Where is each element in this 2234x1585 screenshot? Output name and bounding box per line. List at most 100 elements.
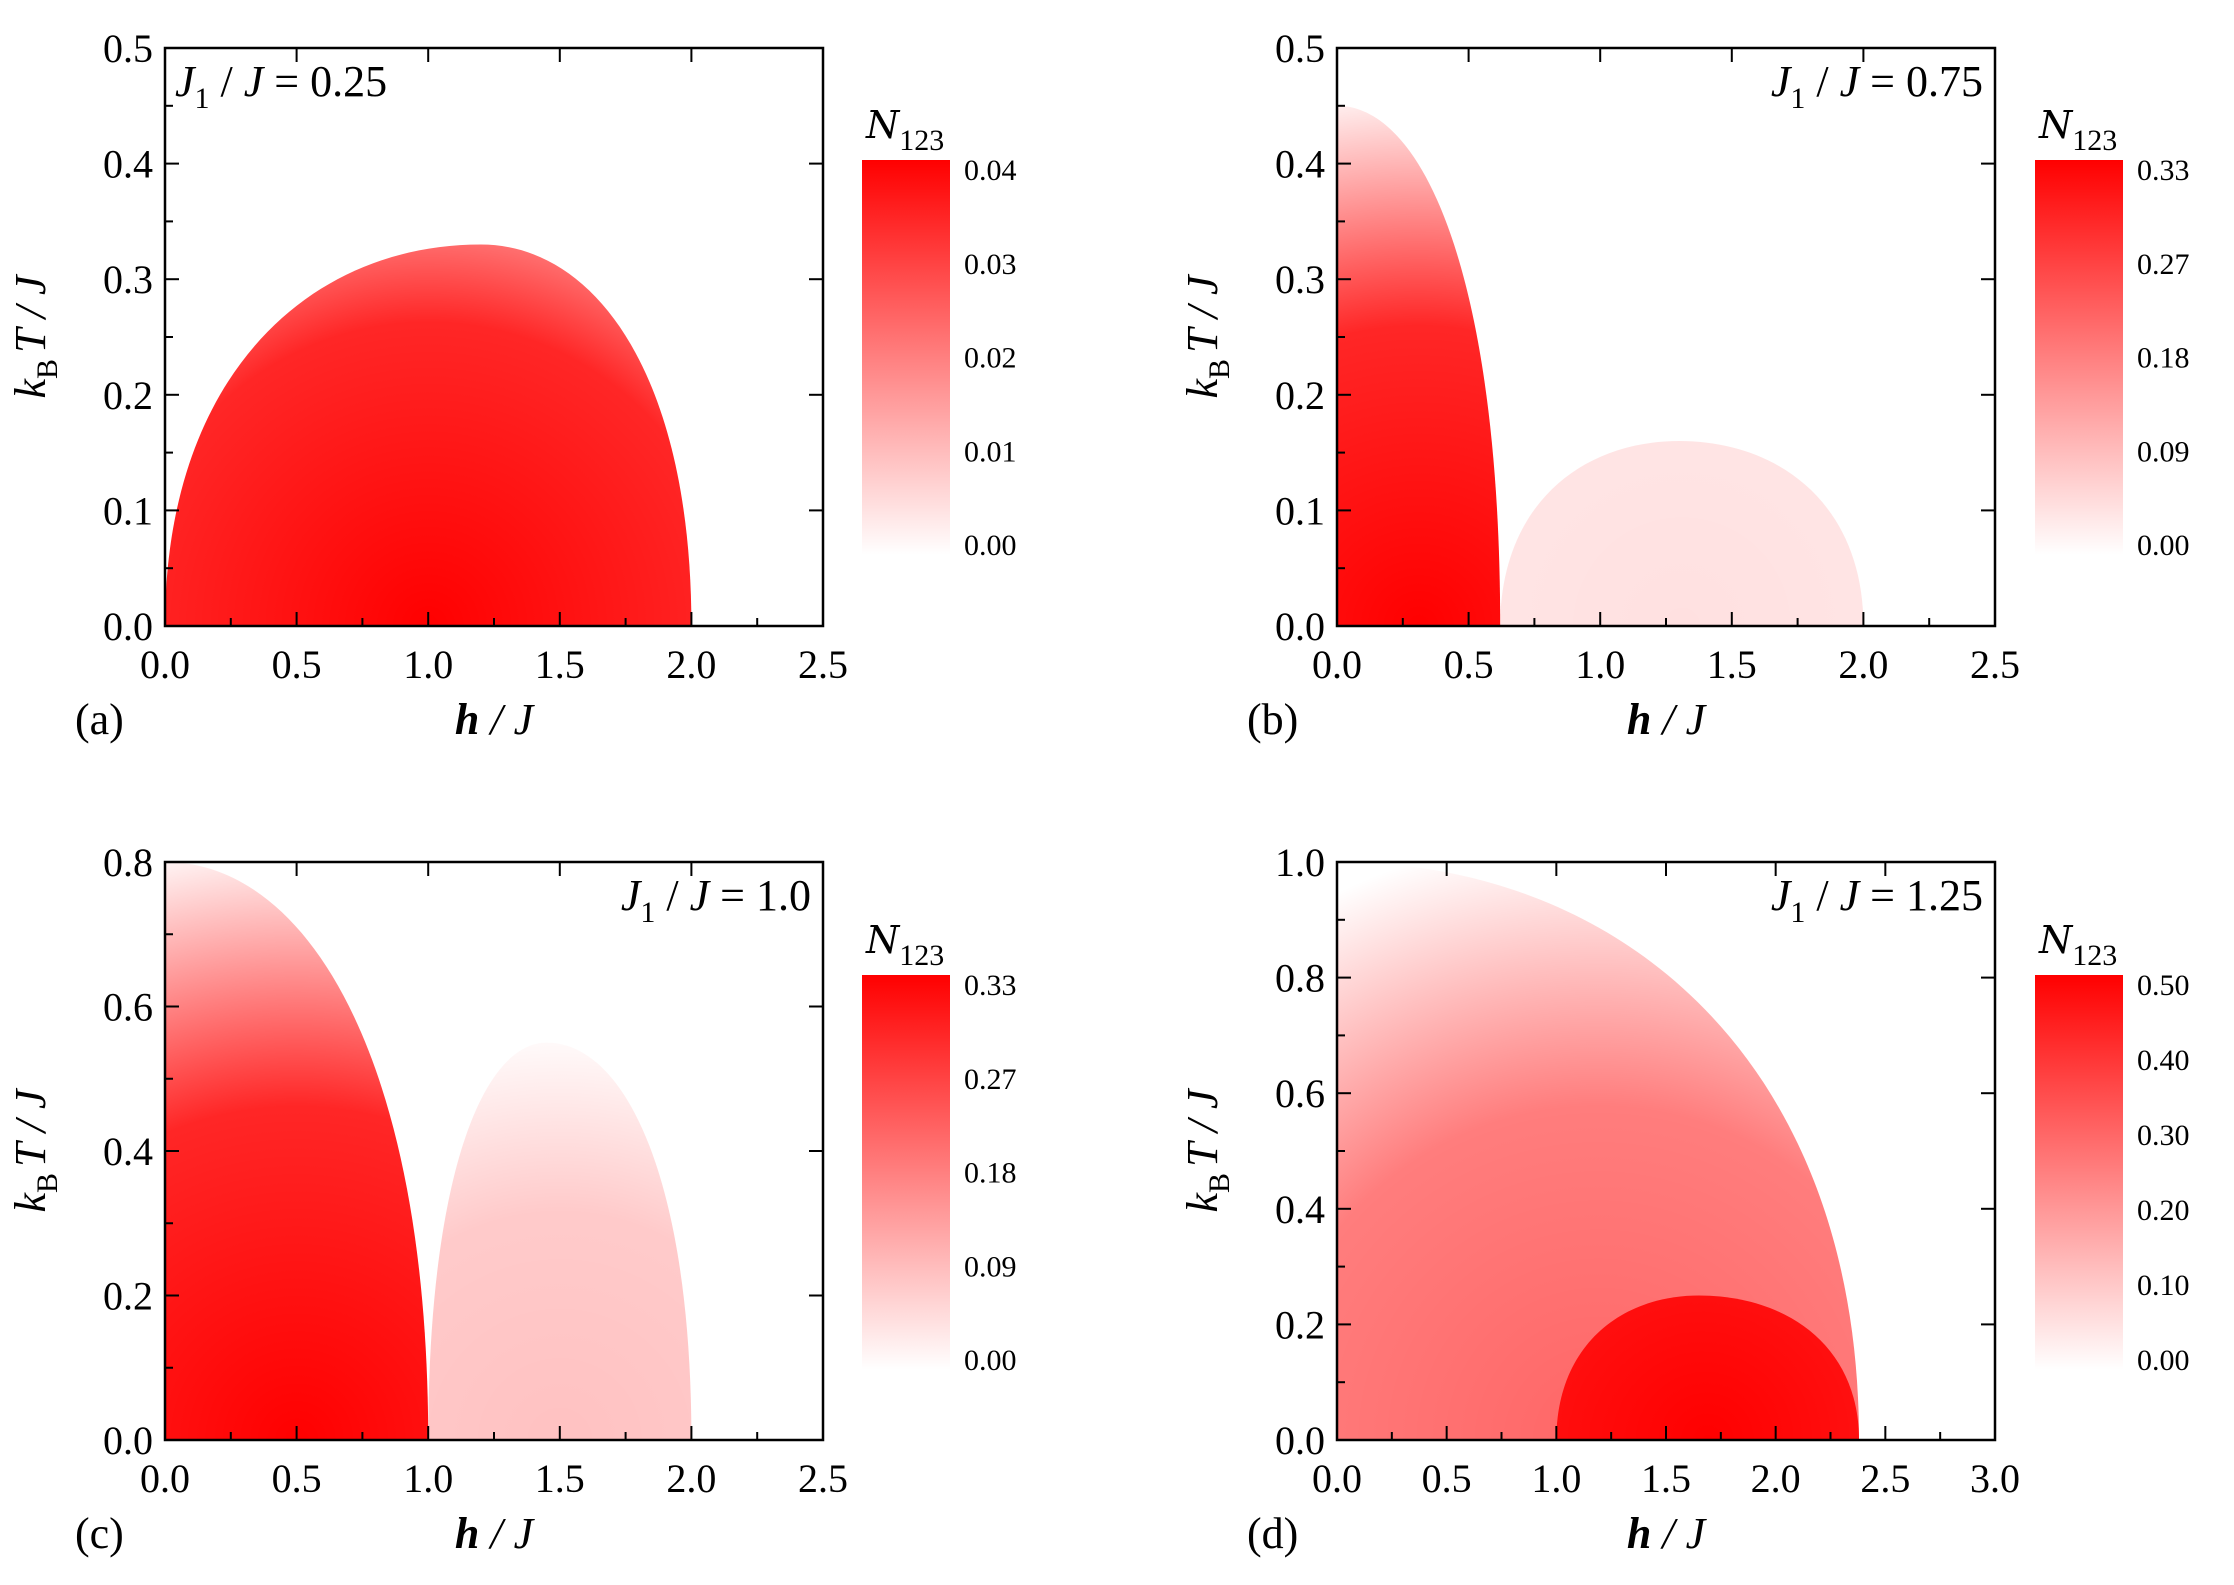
colorbar-tick-label: 0.09 xyxy=(2137,435,2190,468)
colorbar-gradient xyxy=(862,160,950,555)
y-tick-label: 0.5 xyxy=(103,26,153,71)
y-axis-title: kBT / J xyxy=(1178,273,1236,398)
chart-panel: 0.0 0.5 1.0 1.5 2.0 2.5 0.0 0.2 0.4 0.6 0.8 h / J kB… xyxy=(6,840,1017,1558)
y-tick-label: 0.4 xyxy=(1275,1187,1325,1232)
x-axis-title: h / J xyxy=(455,1509,536,1558)
x-tick-label: 2.0 xyxy=(666,642,716,687)
colorbar-tick-label: 0.00 xyxy=(964,529,1017,562)
colorbar: 0.50 0.40 0.30 0.20 0.10 0.00 N123 xyxy=(2035,918,2190,1377)
colorbar: 0.33 0.27 0.18 0.09 0.00 N123 xyxy=(862,918,1017,1377)
parameter-annotation: J1 / J = 1.25 xyxy=(1771,871,1983,929)
colorbar-tick-label: 0.30 xyxy=(2137,1119,2190,1152)
x-tick-label: 2.5 xyxy=(798,642,848,687)
heat-region xyxy=(165,862,429,1440)
colorbar-tick-label: 0.27 xyxy=(964,1063,1017,1096)
y-tick-label: 0.8 xyxy=(1275,956,1325,1001)
heat-region xyxy=(428,1042,692,1440)
heat-region xyxy=(1556,1295,1860,1440)
x-tick-label: 2.0 xyxy=(1751,1456,1801,1501)
colorbar-tick-label: 0.03 xyxy=(964,248,1017,281)
x-axis-title: h / J xyxy=(1627,695,1708,744)
parameter-annotation: J1 / J = 1.0 xyxy=(621,871,811,929)
x-axis-title: h / J xyxy=(455,695,536,744)
y-axis-title: kBT / J xyxy=(6,1087,64,1212)
y-tick-label: 0.6 xyxy=(1275,1071,1325,1116)
chart-panel: 0.0 0.5 1.0 1.5 2.0 2.5 0.0 0.1 0.2 0.3 0.4 0.5 h / … xyxy=(1178,26,2190,744)
y-tick-label: 0.0 xyxy=(1275,1418,1325,1463)
colorbar-title: N123 xyxy=(2038,103,2117,157)
x-tick-label: 2.5 xyxy=(798,1456,848,1501)
x-tick-label: 0.5 xyxy=(1422,1456,1472,1501)
y-tick-label: 0.3 xyxy=(1275,257,1325,302)
colorbar-tick-label: 0.04 xyxy=(964,154,1017,187)
y-tick-label: 0.1 xyxy=(103,488,153,533)
panel-label: (d) xyxy=(1247,1509,1298,1558)
y-tick-label: 0.4 xyxy=(103,142,153,187)
x-tick-label: 2.5 xyxy=(1970,642,2020,687)
y-tick-label: 0.2 xyxy=(1275,373,1325,418)
colorbar-tick-label: 0.33 xyxy=(2137,154,2190,187)
x-tick-label: 0.0 xyxy=(140,642,190,687)
x-tick-label: 1.0 xyxy=(403,1456,453,1501)
y-tick-label: 0.4 xyxy=(103,1129,153,1174)
y-tick-label: 0.8 xyxy=(103,840,153,885)
colorbar-tick-label: 0.00 xyxy=(964,1344,1017,1377)
y-tick-label: 0.6 xyxy=(103,985,153,1030)
x-tick-label: 0.5 xyxy=(272,642,322,687)
y-tick-label: 0.2 xyxy=(103,373,153,418)
heat-region xyxy=(1337,105,1501,626)
x-tick-label: 1.0 xyxy=(403,642,453,687)
colorbar-tick-label: 0.27 xyxy=(2137,248,2190,281)
heat-region xyxy=(1500,441,1864,626)
x-tick-label: 0.5 xyxy=(272,1456,322,1501)
x-tick-label: 0.5 xyxy=(1444,642,1494,687)
chart-panel: 0.0 0.5 1.0 1.5 2.0 2.5 3.0 0.0 0.2 0.4 0.6 0.8 1.0 h… xyxy=(1178,840,2190,1558)
colorbar-tick-label: 0.40 xyxy=(2137,1044,2190,1077)
y-axis-title: kBT / J xyxy=(1178,1087,1236,1212)
colorbar: 0.04 0.03 0.02 0.01 0.00 N123 xyxy=(862,103,1017,562)
x-tick-label: 1.0 xyxy=(1575,642,1625,687)
colorbar-tick-label: 0.09 xyxy=(964,1250,1017,1283)
colorbar-gradient xyxy=(2035,160,2123,555)
panel-label: (a) xyxy=(75,695,124,744)
y-tick-label: 0.3 xyxy=(103,257,153,302)
parameter-annotation: J1 / J = 0.25 xyxy=(175,57,387,115)
colorbar-tick-label: 0.02 xyxy=(964,342,1017,375)
heat-region xyxy=(1337,862,1860,1440)
colorbar-tick-label: 0.00 xyxy=(2137,1344,2190,1377)
colorbar-tick-label: 0.01 xyxy=(964,435,1017,468)
heat-region xyxy=(165,244,692,626)
parameter-annotation: J1 / J = 0.75 xyxy=(1771,57,1983,115)
x-tick-label: 1.5 xyxy=(535,642,585,687)
panel-label: (b) xyxy=(1247,695,1298,744)
y-tick-label: 0.0 xyxy=(1275,604,1325,649)
y-tick-label: 0.1 xyxy=(1275,488,1325,533)
x-tick-label: 2.0 xyxy=(666,1456,716,1501)
x-tick-label: 1.0 xyxy=(1531,1456,1581,1501)
colorbar-tick-label: 0.18 xyxy=(2137,342,2190,375)
colorbar-title: N123 xyxy=(2038,918,2117,972)
y-tick-label: 1.0 xyxy=(1275,840,1325,885)
colorbar-tick-label: 0.10 xyxy=(2137,1269,2190,1302)
y-tick-label: 0.4 xyxy=(1275,142,1325,187)
colorbar-tick-label: 0.50 xyxy=(2137,969,2190,1002)
colorbar-tick-label: 0.33 xyxy=(964,969,1017,1002)
colorbar-tick-label: 0.00 xyxy=(2137,529,2190,562)
colorbar-gradient xyxy=(862,975,950,1370)
x-tick-label: 1.5 xyxy=(1641,1456,1691,1501)
colorbar-tick-label: 0.20 xyxy=(2137,1194,2190,1227)
colorbar-gradient xyxy=(2035,975,2123,1370)
colorbar-tick-label: 0.18 xyxy=(964,1157,1017,1190)
x-tick-label: 3.0 xyxy=(1970,1456,2020,1501)
x-tick-label: 0.0 xyxy=(140,1456,190,1501)
x-tick-label: 0.0 xyxy=(1312,642,1362,687)
x-tick-label: 2.0 xyxy=(1838,642,1888,687)
y-axis-title: kBT / J xyxy=(6,273,64,398)
chart-panel: 0.0 0.5 1.0 1.5 2.0 2.5 0.0 0.1 0.2 0.3 0.4 0.5 h / … xyxy=(6,26,1017,744)
colorbar-title: N123 xyxy=(865,918,944,972)
x-tick-label: 1.5 xyxy=(535,1456,585,1501)
y-tick-label: 0.0 xyxy=(103,1418,153,1463)
x-tick-label: 2.5 xyxy=(1860,1456,1910,1501)
x-tick-label: 1.5 xyxy=(1707,642,1757,687)
x-axis-title: h / J xyxy=(1627,1509,1708,1558)
